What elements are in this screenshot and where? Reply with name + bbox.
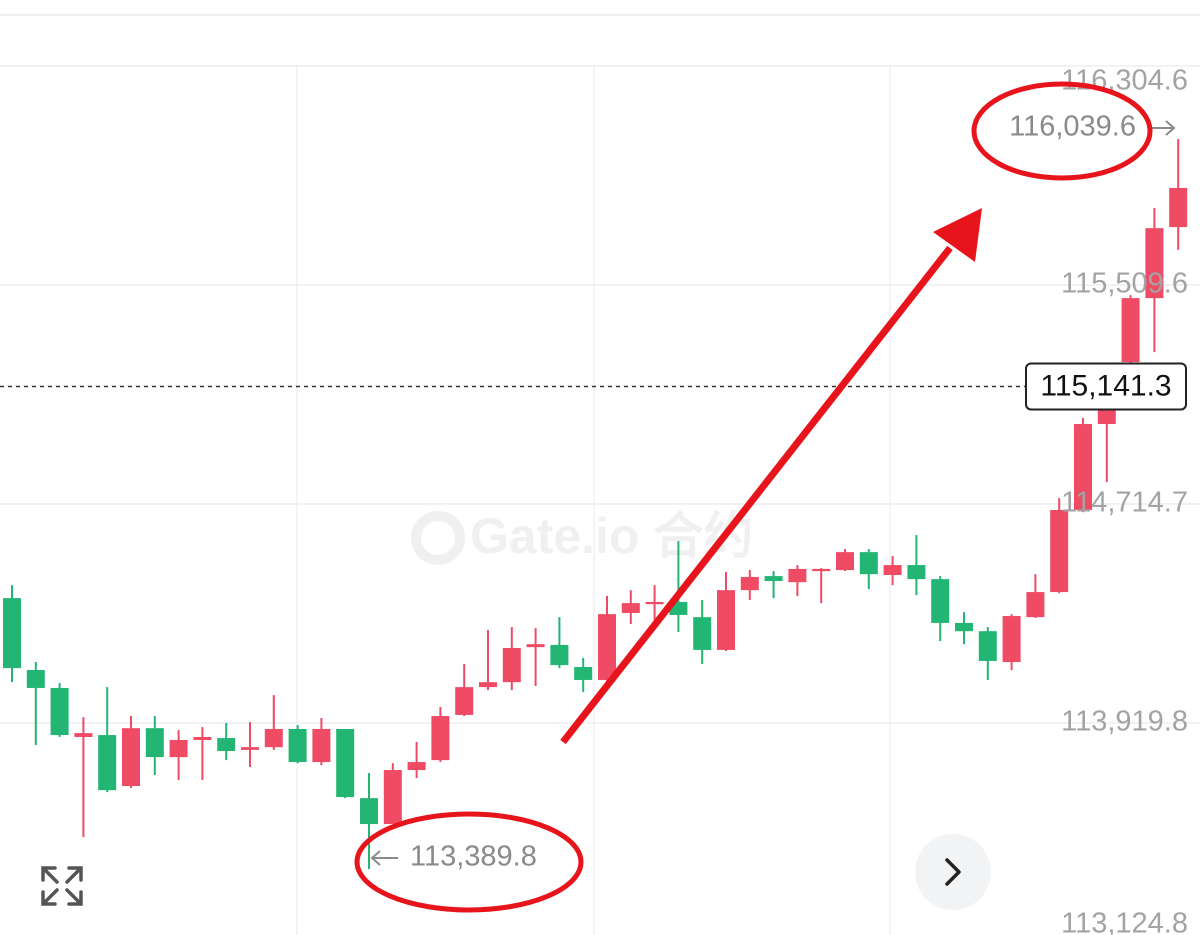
- high-marker-arrow: [1150, 120, 1176, 136]
- chevron: [945, 858, 961, 886]
- candle-body: [645, 601, 664, 605]
- candle-body: [360, 798, 378, 825]
- y-tick-label: 115,509.6: [1061, 268, 1188, 300]
- candle-body: [526, 644, 545, 648]
- candle-body: [431, 716, 450, 761]
- candle-body: [764, 576, 783, 582]
- candle-body: [241, 747, 259, 750]
- candle-body: [812, 568, 831, 572]
- annotation-arrowhead: [933, 208, 982, 262]
- candle-body: [1074, 424, 1092, 510]
- low-marker-label: 113,389.8: [410, 841, 537, 873]
- candle-body: [217, 738, 236, 752]
- candle-body: [336, 728, 355, 798]
- last-price-box: [1025, 362, 1187, 411]
- candle-body: [98, 735, 117, 791]
- candle-body: [1026, 592, 1045, 618]
- annotation-arrow: [560, 245, 953, 745]
- candle-body: [907, 565, 926, 580]
- candle-body: [931, 579, 950, 623]
- candle-body: [383, 770, 402, 825]
- candle-body: [50, 687, 69, 736]
- candle-body: [1002, 616, 1021, 663]
- candle-body: [479, 682, 497, 688]
- candle-body: [502, 647, 521, 683]
- candle-body: [1050, 509, 1069, 593]
- candle-body: [455, 687, 474, 715]
- candle-body: [978, 631, 997, 661]
- candle-body: [955, 622, 973, 632]
- high-marker-label: 116,039.6: [1009, 111, 1136, 143]
- candle-body: [1145, 228, 1164, 299]
- icon-part: [65, 866, 83, 884]
- icon-part: [41, 866, 59, 884]
- fullscreen-button[interactable]: [41, 866, 83, 906]
- button-bg: [915, 834, 991, 910]
- candle-body: [193, 736, 212, 741]
- axis-labels: 116,304.6 115,509.6 114,714.7 113,919.8 113,…: [1061, 65, 1188, 935]
- candle-body: [693, 617, 712, 650]
- last-price-label: 115,141.3: [1040, 369, 1171, 402]
- candle-body: [883, 565, 902, 575]
- candle-body: [74, 733, 93, 737]
- candle-body: [836, 552, 854, 571]
- icon-part: [65, 888, 83, 906]
- candle-body: [312, 728, 331, 763]
- candle-body: [407, 762, 426, 771]
- y-tick-label: 113,919.8: [1061, 706, 1188, 738]
- candle-body: [3, 598, 21, 669]
- candle-body: [621, 603, 640, 614]
- candle-body: [550, 644, 569, 666]
- candle-body: [264, 728, 283, 748]
- candle-body: [1121, 298, 1140, 363]
- y-tick-label: 113,124.8: [1061, 908, 1188, 935]
- candle-body: [788, 568, 807, 583]
- annotation-ellipse: [971, 81, 1153, 181]
- watermark-logo: [411, 511, 465, 565]
- candle-body: [145, 728, 164, 758]
- overlay: 115,141.3 116,039.6 113,389.8: [0, 111, 1187, 873]
- y-tick-label: 116,304.6: [1061, 65, 1188, 97]
- candle-body: [598, 614, 616, 680]
- low-marker-arrow: [370, 850, 398, 866]
- candle-body: [26, 670, 45, 688]
- grid: [0, 65, 1200, 724]
- candle-body: [169, 740, 188, 758]
- annotation-ellipse: [354, 811, 584, 913]
- candle-body: [859, 552, 878, 575]
- candle-body: [574, 667, 593, 680]
- candle-body: [122, 728, 140, 787]
- icon-part: [41, 888, 59, 906]
- candle-body: [288, 728, 307, 763]
- scroll-right-button[interactable]: [915, 834, 991, 910]
- candle-body: [717, 590, 735, 650]
- candle-body: [1169, 187, 1188, 228]
- y-tick-label: 114,714.7: [1061, 487, 1188, 519]
- candle-body: [740, 576, 759, 591]
